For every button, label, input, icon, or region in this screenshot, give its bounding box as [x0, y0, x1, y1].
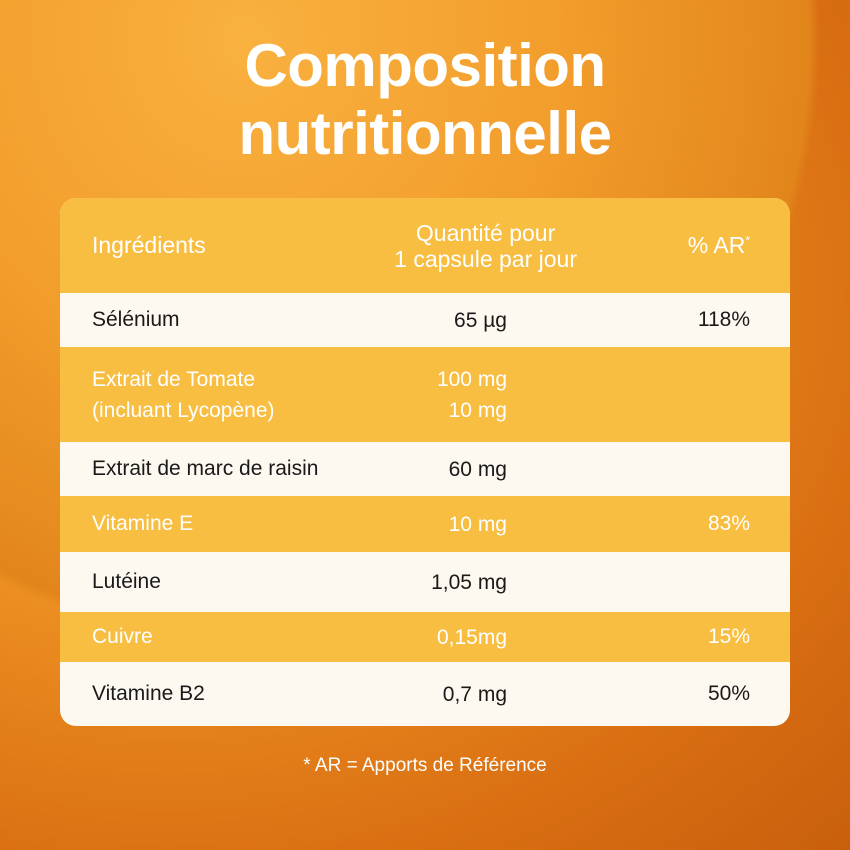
header-ar: % AR*	[687, 232, 750, 258]
ingredient-ar: 50%	[707, 682, 750, 705]
ingredient-name: Sélénium	[92, 308, 180, 331]
table-header: Ingrédients Quantité pour 1 capsule par j…	[60, 198, 790, 293]
ingredient-amount: 100 mg 10 mg	[436, 367, 507, 422]
ingredient-amount: 10 mg	[448, 512, 507, 536]
table-row: Cuivre 0,15mg 15%	[60, 612, 790, 662]
header-quantity: Quantité pour 1 capsule par jour	[394, 219, 577, 272]
ingredient-name: Extrait de Tomate (incluant Lycopène)	[92, 367, 275, 422]
ingredient-name: Vitamine B2	[92, 682, 205, 705]
header-ingredients: Ingrédients	[92, 232, 206, 258]
ingredient-amount: 0,15mg	[436, 625, 507, 649]
ingredient-amount: 65 µg	[454, 308, 507, 332]
ingredient-name: Lutéine	[92, 570, 161, 593]
table-row: Vitamine B2 0,7 mg 50%	[60, 662, 790, 726]
table-row: Extrait de marc de raisin 60 mg	[60, 442, 790, 496]
ingredient-amount: 60 mg	[448, 457, 507, 481]
nutrition-table: Ingrédients Quantité pour 1 capsule par j…	[60, 198, 790, 726]
ingredient-amount: 0,7 mg	[442, 682, 507, 706]
ingredient-name: Vitamine E	[92, 512, 194, 535]
table-row: Extrait de Tomate (incluant Lycopène) 100…	[60, 347, 790, 442]
table-row: Lutéine 1,05 mg	[60, 552, 790, 612]
ingredient-name: Cuivre	[92, 625, 153, 648]
table-row: Sélénium 65 µg 118%	[60, 293, 790, 347]
ingredient-ar: 118%	[697, 308, 750, 331]
ingredient-ar: 83%	[707, 512, 750, 535]
ingredient-name: Extrait de marc de raisin	[92, 457, 319, 480]
page-title: Composition nutritionnelle	[238, 32, 612, 167]
ingredient-amount: 1,05 mg	[431, 570, 507, 594]
footnote: * AR = Apports de Référence	[303, 755, 547, 776]
table-row: Vitamine E 10 mg 83%	[60, 496, 790, 552]
ingredient-ar: 15%	[707, 625, 750, 648]
